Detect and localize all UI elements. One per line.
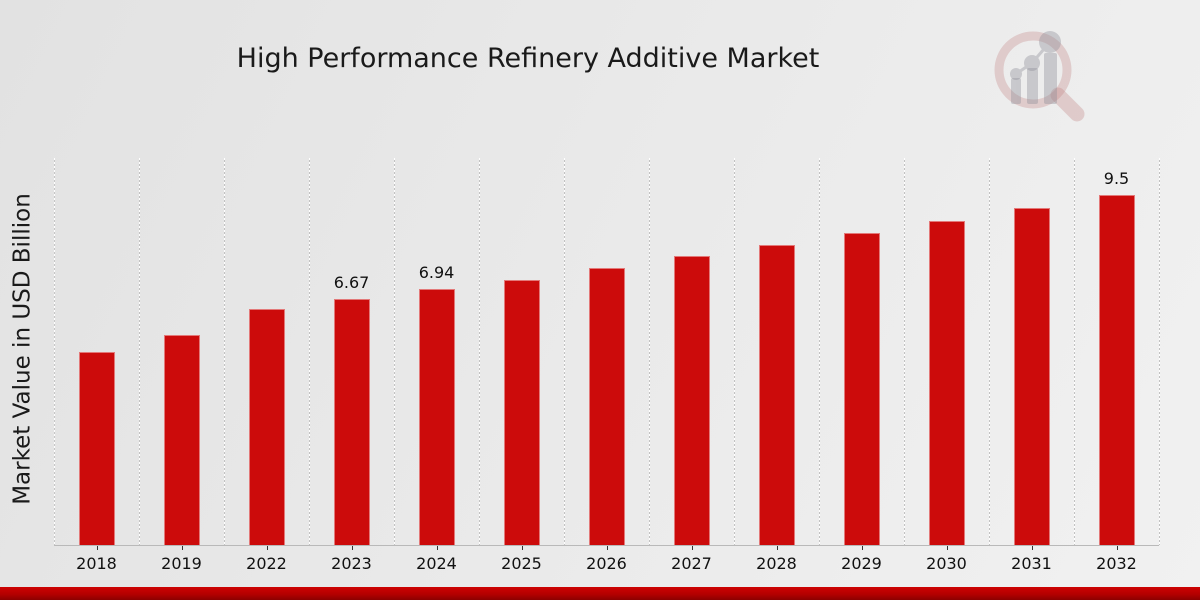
bar-2032	[1098, 195, 1135, 545]
vertical-gridline	[309, 158, 310, 545]
x-tick-label-2025: 2025	[501, 554, 542, 573]
bar-value-label-2023: 6.67	[333, 273, 370, 292]
category-2024: 6.94 2024	[394, 158, 480, 573]
vertical-gridline	[904, 158, 905, 545]
category-2023: 6.67 2023	[309, 158, 395, 573]
vertical-gridline	[479, 158, 480, 545]
vertical-gridline	[819, 158, 820, 545]
x-tick-label-2023: 2023	[331, 554, 372, 573]
category-2019: 2019	[139, 158, 225, 573]
bar-2018	[78, 352, 115, 545]
vertical-gridline	[734, 158, 735, 545]
vertical-gridline	[1074, 158, 1075, 545]
vertical-gridline	[139, 158, 140, 545]
x-axis-tick	[606, 545, 608, 550]
x-axis-tick	[1116, 545, 1118, 550]
bar-2025	[503, 280, 540, 545]
category-2025: 2025	[479, 158, 565, 573]
chart-title: High Performance Refinery Additive Marke…	[236, 43, 820, 74]
category-2032: 9.5 2032	[1074, 158, 1160, 573]
vertical-gridline	[989, 158, 990, 545]
y-axis-line	[54, 158, 55, 545]
logo-watermark	[985, 26, 1100, 126]
x-tick-label-2028: 2028	[756, 554, 797, 573]
bar-2023	[333, 299, 370, 545]
category-2031: 2031	[989, 158, 1075, 573]
x-axis-tick	[861, 545, 863, 550]
x-tick-label-2029: 2029	[841, 554, 882, 573]
category-2026: 2026	[564, 158, 650, 573]
x-tick-label-2022: 2022	[246, 554, 287, 573]
x-axis-line	[54, 545, 1159, 546]
bar-2029	[843, 233, 880, 545]
x-tick-label-2031: 2031	[1011, 554, 1052, 573]
x-axis-tick	[946, 545, 948, 550]
magnifier-handle	[1050, 87, 1085, 122]
bottom-red-banner	[0, 587, 1200, 600]
x-tick-label-2018: 2018	[76, 554, 117, 573]
magnifier-bar-chart-icon	[994, 31, 1085, 122]
vertical-gridline	[1159, 158, 1160, 545]
x-axis-tick	[181, 545, 183, 550]
x-tick-label-2019: 2019	[161, 554, 202, 573]
category-2028: 2028	[734, 158, 820, 573]
category-2029: 2029	[819, 158, 905, 573]
bar-2019	[163, 335, 200, 545]
x-axis-tick	[436, 545, 438, 550]
bar-2024	[418, 289, 455, 545]
x-axis-tick	[351, 545, 353, 550]
category-2018: 2018	[54, 158, 140, 573]
vertical-gridline	[394, 158, 395, 545]
plot-area: 2018 2019 2022 6.67 2023 6.94 2024 2025 2026 2027…	[54, 158, 1160, 573]
x-axis-tick	[1031, 545, 1033, 550]
x-axis-tick	[266, 545, 268, 550]
bar-2031	[1013, 208, 1050, 545]
vertical-gridline	[564, 158, 565, 545]
bar-2022	[248, 309, 285, 545]
bar-2027	[673, 256, 710, 545]
x-axis-tick	[691, 545, 693, 550]
x-axis-tick	[776, 545, 778, 550]
x-tick-label-2030: 2030	[926, 554, 967, 573]
x-tick-label-2026: 2026	[586, 554, 627, 573]
vertical-gridline	[224, 158, 225, 545]
category-2022: 2022	[224, 158, 310, 573]
x-tick-label-2024: 2024	[416, 554, 457, 573]
bar-value-label-2032: 9.5	[1103, 169, 1130, 188]
bar-2028	[758, 245, 795, 545]
vertical-gridline	[649, 158, 650, 545]
x-tick-label-2027: 2027	[671, 554, 712, 573]
x-axis-tick	[96, 545, 98, 550]
x-tick-label-2032: 2032	[1096, 554, 1137, 573]
bar-2030	[928, 221, 965, 545]
x-axis-tick	[521, 545, 523, 550]
category-2030: 2030	[904, 158, 990, 573]
y-axis-title: Market Value in USD Billion	[9, 193, 36, 505]
bar-2026	[588, 268, 625, 545]
bar-value-label-2024: 6.94	[418, 263, 455, 282]
category-2027: 2027	[649, 158, 735, 573]
